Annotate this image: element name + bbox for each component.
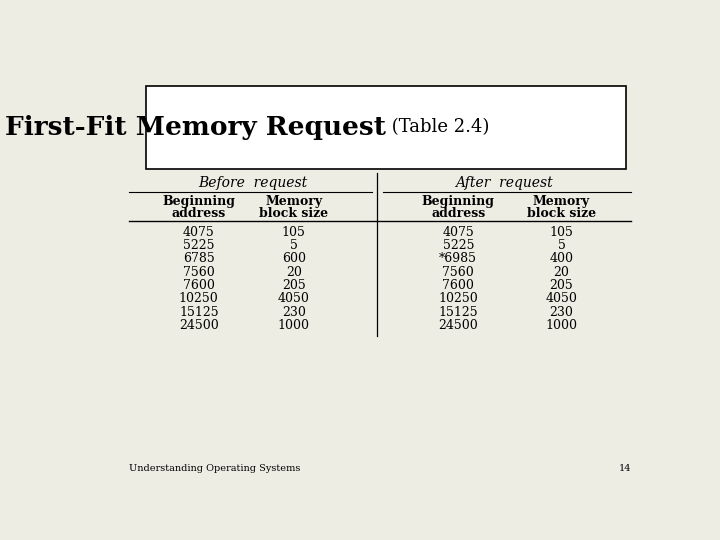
Text: Memory: Memory [265, 195, 323, 208]
Text: 4075: 4075 [183, 226, 215, 239]
Text: 4050: 4050 [546, 292, 577, 306]
Text: 14: 14 [618, 464, 631, 472]
Text: Understanding Operating Systems: Understanding Operating Systems [129, 464, 300, 472]
Text: 230: 230 [549, 306, 573, 319]
Text: 205: 205 [282, 279, 305, 292]
Text: 105: 105 [549, 226, 573, 239]
Text: Before  request: Before request [199, 176, 308, 190]
Text: 15125: 15125 [438, 306, 478, 319]
Text: 600: 600 [282, 253, 306, 266]
Text: 1000: 1000 [546, 319, 577, 332]
Text: After  request: After request [456, 176, 553, 190]
Text: 5225: 5225 [183, 239, 215, 252]
Text: (Table 2.4): (Table 2.4) [386, 118, 489, 136]
Text: address: address [171, 207, 226, 220]
Text: 5: 5 [557, 239, 565, 252]
Text: 10250: 10250 [438, 292, 478, 306]
Text: 4075: 4075 [442, 226, 474, 239]
Text: 24500: 24500 [179, 319, 219, 332]
Text: 5225: 5225 [443, 239, 474, 252]
Text: 400: 400 [549, 253, 574, 266]
Text: 7560: 7560 [442, 266, 474, 279]
Text: 24500: 24500 [438, 319, 478, 332]
Text: 105: 105 [282, 226, 305, 239]
Text: 20: 20 [286, 266, 302, 279]
Text: block size: block size [259, 207, 328, 220]
Text: 10250: 10250 [179, 292, 219, 306]
Text: 20: 20 [554, 266, 570, 279]
Text: 4050: 4050 [278, 292, 310, 306]
Text: Beginning: Beginning [162, 195, 235, 208]
Text: 230: 230 [282, 306, 305, 319]
Text: First-Fit Memory Request: First-Fit Memory Request [5, 114, 386, 140]
Text: *6985: *6985 [439, 253, 477, 266]
Text: 7560: 7560 [183, 266, 215, 279]
Text: 6785: 6785 [183, 253, 215, 266]
Text: Beginning: Beginning [422, 195, 495, 208]
Text: address: address [431, 207, 485, 220]
Text: 1000: 1000 [278, 319, 310, 332]
Text: 7600: 7600 [183, 279, 215, 292]
Text: 7600: 7600 [442, 279, 474, 292]
Text: 15125: 15125 [179, 306, 219, 319]
FancyBboxPatch shape [145, 85, 626, 168]
Text: block size: block size [527, 207, 596, 220]
Text: Memory: Memory [533, 195, 590, 208]
Text: 5: 5 [289, 239, 297, 252]
Text: 205: 205 [549, 279, 573, 292]
